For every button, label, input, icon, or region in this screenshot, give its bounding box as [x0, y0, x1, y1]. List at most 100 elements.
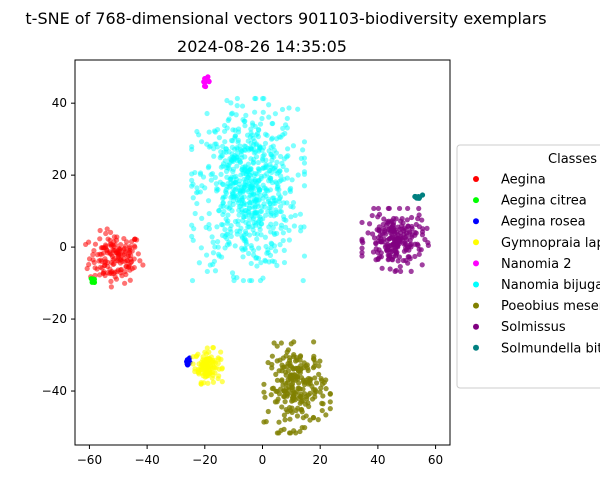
data-point [228, 100, 234, 106]
legend-label: Aegina rosea [501, 215, 586, 230]
data-point [94, 252, 101, 258]
data-point [205, 198, 212, 204]
data-point [194, 128, 200, 135]
data-point [263, 193, 269, 199]
data-point [218, 164, 224, 170]
data-point [297, 353, 304, 359]
data-point [235, 126, 242, 132]
data-point [290, 204, 296, 210]
data-point [251, 173, 257, 179]
data-point [107, 229, 114, 235]
data-point [294, 413, 301, 419]
data-point [301, 183, 308, 189]
data-point [276, 419, 282, 425]
data-point [269, 195, 276, 201]
data-point [260, 153, 266, 159]
data-point [310, 356, 317, 362]
data-point [319, 400, 325, 406]
data-point [253, 95, 259, 102]
data-point [123, 239, 130, 245]
data-point [211, 359, 217, 366]
data-point [280, 237, 286, 244]
data-point [105, 250, 111, 256]
data-point [277, 178, 283, 184]
legend-label: Solmundella bitentaculata [501, 341, 600, 356]
data-point [295, 106, 301, 112]
data-point [287, 188, 294, 195]
data-point [214, 126, 221, 133]
data-point [256, 197, 263, 203]
data-point [129, 266, 135, 272]
data-point [284, 167, 290, 173]
data-point [206, 129, 212, 135]
data-point [128, 252, 134, 259]
data-point [273, 163, 279, 169]
data-point [301, 139, 308, 145]
data-point [206, 144, 212, 150]
data-point [90, 252, 96, 258]
data-point [380, 221, 386, 228]
legend-label: Poeobius meseres [501, 299, 600, 314]
data-point [233, 173, 239, 179]
data-point [390, 241, 396, 247]
data-point [318, 376, 324, 382]
series-poeobius-meseres [261, 339, 333, 436]
data-point [274, 186, 280, 192]
data-point [204, 110, 210, 117]
data-point [279, 106, 286, 113]
data-point [301, 253, 308, 259]
data-point [286, 227, 292, 234]
data-point [262, 258, 269, 264]
data-point [371, 235, 378, 241]
data-point [284, 175, 290, 181]
data-point [286, 357, 293, 363]
data-point [265, 208, 271, 214]
data-point [97, 227, 103, 234]
data-point [258, 260, 264, 266]
data-point [373, 240, 379, 246]
data-point [248, 126, 254, 132]
data-point [212, 174, 218, 181]
data-point [194, 200, 200, 207]
data-point [105, 236, 111, 242]
data-point [226, 205, 232, 211]
data-point [126, 262, 132, 268]
x-tick-label: 40 [370, 453, 385, 467]
data-point [196, 260, 202, 266]
data-point [228, 111, 235, 117]
data-point [213, 365, 219, 371]
series-aegina-citrea [88, 276, 98, 285]
data-point [129, 258, 135, 265]
data-point [390, 222, 396, 228]
data-point [229, 270, 236, 276]
data-point [254, 131, 261, 137]
x-tick-label: −40 [134, 453, 159, 467]
data-point [254, 231, 260, 237]
data-point [408, 268, 414, 274]
data-point [265, 198, 272, 205]
data-point [249, 120, 256, 126]
data-point [224, 97, 230, 104]
data-point [194, 353, 200, 359]
x-tick-label: 0 [259, 453, 267, 467]
data-point [289, 398, 295, 404]
data-point [279, 378, 285, 384]
legend-entry: Aegina citrea [473, 194, 587, 209]
data-point [286, 430, 293, 436]
data-point [198, 381, 204, 387]
data-point [278, 173, 284, 179]
data-point [240, 254, 246, 260]
legend-entry: Aegina [473, 173, 546, 188]
data-point [292, 377, 299, 383]
data-point [235, 200, 241, 206]
data-point [279, 404, 285, 410]
data-point [303, 413, 309, 419]
legend-entry: Gymnopraia lapislazula [473, 236, 600, 251]
data-point [250, 160, 256, 166]
data-point [198, 359, 205, 365]
data-point [290, 143, 297, 149]
data-point [381, 216, 387, 222]
data-point [102, 242, 109, 248]
data-point [389, 248, 395, 254]
